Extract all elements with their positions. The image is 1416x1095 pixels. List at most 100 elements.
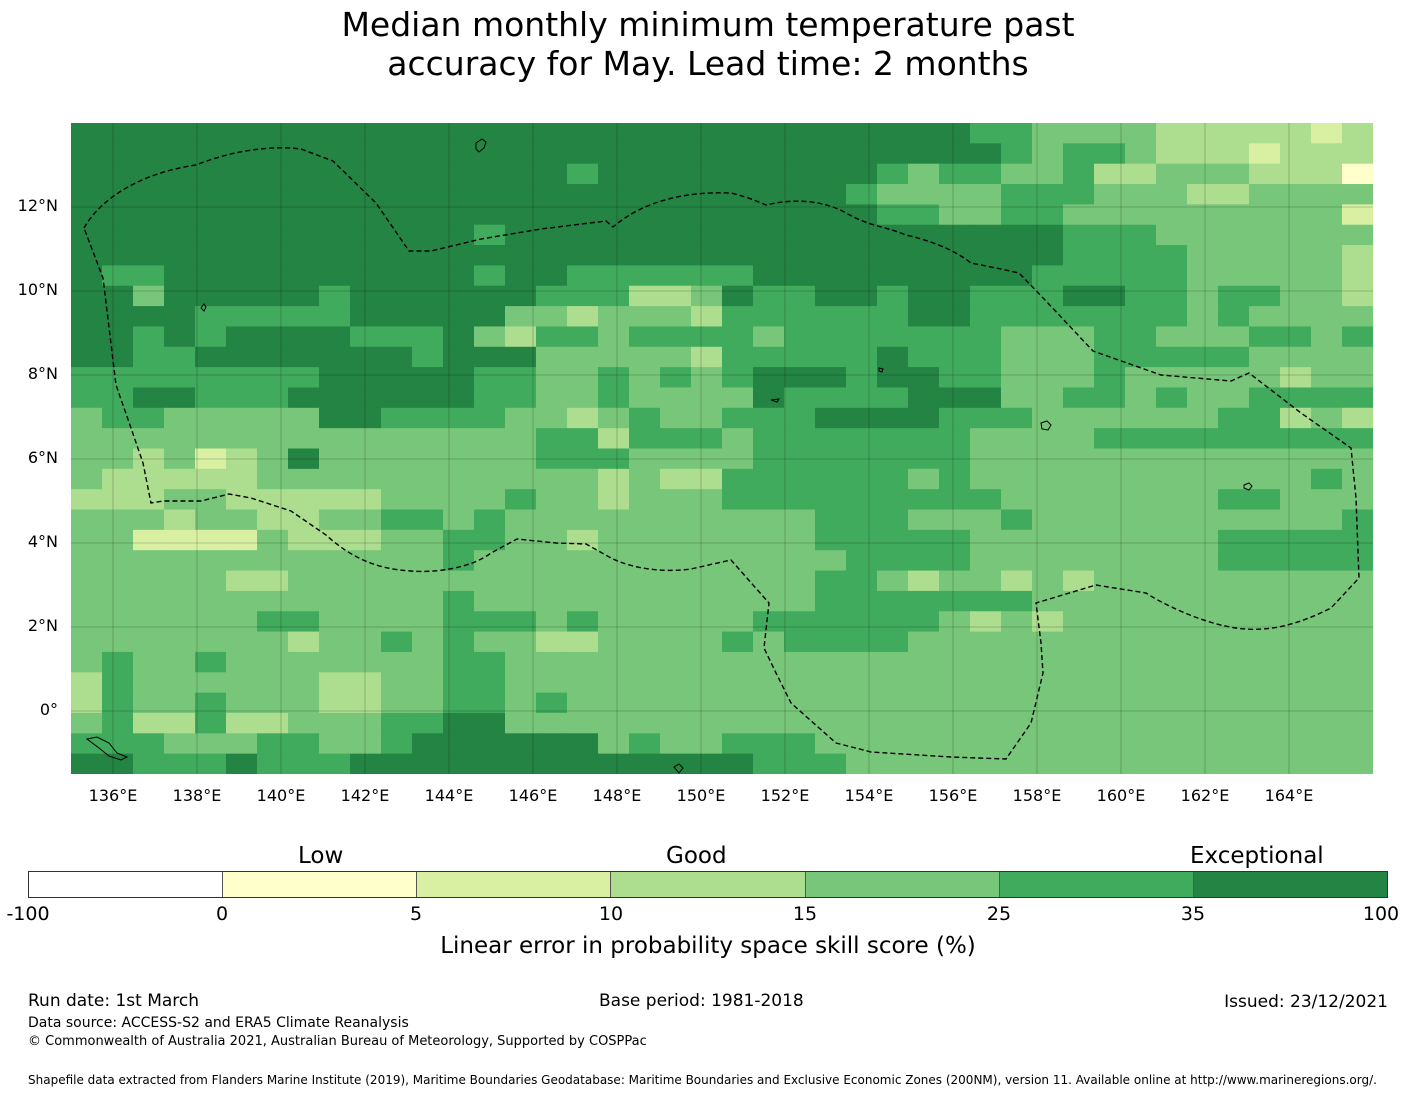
grid-cell xyxy=(1311,265,1343,287)
colorbar-tick-15: 15 xyxy=(792,903,818,925)
grid-cell xyxy=(939,306,971,328)
grid-cell xyxy=(226,184,258,205)
grid-cell xyxy=(660,550,692,572)
grid-cell xyxy=(536,428,568,450)
colorbar-segment xyxy=(1193,872,1387,897)
grid-cell xyxy=(350,204,382,226)
grid-cell xyxy=(474,346,506,368)
grid-cell xyxy=(1156,245,1188,266)
grid-cell xyxy=(629,590,661,612)
grid-cell xyxy=(164,448,196,470)
grid-cell xyxy=(1311,570,1343,592)
grid-cell xyxy=(877,631,909,653)
grid-cell xyxy=(505,123,537,144)
grid-cell xyxy=(1187,631,1219,653)
grid-cell xyxy=(722,245,754,266)
grid-cell xyxy=(133,509,165,531)
grid-cell xyxy=(722,285,754,307)
grid-cell xyxy=(164,306,196,328)
grid-cell xyxy=(970,611,1002,633)
grid-cell xyxy=(815,611,847,633)
grid-cell xyxy=(350,611,382,633)
grid-cell xyxy=(226,733,258,755)
grid-cell xyxy=(908,672,940,694)
grid-cell xyxy=(1125,326,1157,348)
grid-cell xyxy=(567,346,599,368)
grid-cell xyxy=(195,306,227,328)
data-source: Data source: ACCESS-S2 and ERA5 Climate … xyxy=(28,1015,409,1031)
grid-cell xyxy=(1342,204,1373,226)
grid-cell xyxy=(722,387,754,409)
grid-cell xyxy=(319,631,351,653)
grid-cell xyxy=(350,326,382,348)
grid-cell xyxy=(1063,448,1095,470)
grid-cell xyxy=(195,550,227,572)
grid-cell xyxy=(877,184,909,205)
grid-cell xyxy=(1342,428,1373,450)
grid-cell xyxy=(1125,489,1157,511)
grid-cell xyxy=(1311,428,1343,450)
grid-cell xyxy=(629,509,661,531)
grid-cell xyxy=(1125,387,1157,409)
grid-cell xyxy=(474,387,506,409)
grid-cell xyxy=(877,651,909,673)
grid-cell xyxy=(784,143,816,165)
grid-cell xyxy=(939,509,971,531)
grid-cell xyxy=(846,245,878,266)
grid-cell xyxy=(505,387,537,409)
grid-cell xyxy=(350,733,382,755)
grid-cell xyxy=(412,570,444,592)
grid-cell xyxy=(288,306,320,328)
grid-cell xyxy=(660,692,692,714)
grid-cell xyxy=(536,367,568,389)
grid-cell xyxy=(1094,407,1126,429)
grid-cell xyxy=(846,611,878,633)
lat-label-6n: 6°N xyxy=(27,448,58,467)
grid-cell xyxy=(1063,285,1095,307)
lat-label-0: 0° xyxy=(39,700,58,719)
grid-cell xyxy=(381,204,413,226)
grid-cell xyxy=(350,265,382,287)
grid-cell xyxy=(412,204,444,226)
grid-cell xyxy=(598,590,630,612)
grid-cell xyxy=(908,387,940,409)
island-small-1 xyxy=(770,398,781,403)
grid-cell xyxy=(195,143,227,165)
grid-cell xyxy=(288,672,320,694)
grid-cell xyxy=(877,387,909,409)
grid-cell xyxy=(1218,733,1250,755)
grid-cell xyxy=(102,306,134,328)
grid-cell xyxy=(1094,489,1126,511)
grid-cell xyxy=(691,468,723,490)
grid-cell xyxy=(939,753,971,774)
grid-cell xyxy=(164,550,196,572)
grid-cell xyxy=(1063,712,1095,734)
grid-cell xyxy=(1125,590,1157,612)
grid-cell xyxy=(970,367,1002,389)
grid-cell xyxy=(1094,306,1126,328)
grid-cell xyxy=(1094,712,1126,734)
grid-cell xyxy=(939,489,971,511)
grid-cell xyxy=(846,204,878,226)
grid-cell xyxy=(1342,143,1373,165)
grid-cell xyxy=(629,306,661,328)
grid-cell xyxy=(195,631,227,653)
grid-cell xyxy=(753,733,785,755)
grid-cell xyxy=(753,326,785,348)
grid-cell xyxy=(71,245,103,266)
grid-cell xyxy=(1280,489,1312,511)
grid-cell xyxy=(939,204,971,226)
grid-cell xyxy=(598,448,630,470)
grid-cell xyxy=(474,672,506,694)
grid-cell xyxy=(443,306,475,328)
grid-cell xyxy=(474,428,506,450)
grid-cell xyxy=(1187,733,1219,755)
grid-cell xyxy=(474,184,506,205)
grid-cell xyxy=(536,163,568,185)
grid-cell xyxy=(629,123,661,144)
grid-cell xyxy=(598,692,630,714)
grid-cell xyxy=(443,326,475,348)
grid-cell xyxy=(381,529,413,551)
grid-cell xyxy=(319,692,351,714)
grid-cell xyxy=(629,184,661,205)
